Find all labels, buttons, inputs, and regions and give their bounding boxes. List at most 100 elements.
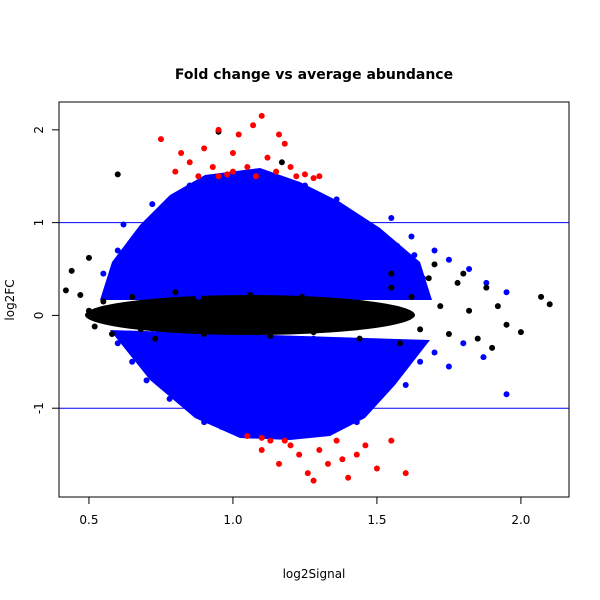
data-point [218,317,225,324]
data-point [244,386,251,393]
data-point [345,298,352,305]
data-point [304,391,311,398]
data-point [316,173,323,180]
data-point [353,219,360,226]
data-point [264,154,271,161]
data-point [503,289,510,296]
data-point [425,275,432,282]
data-point [333,196,340,203]
data-point [186,266,193,273]
data-point [209,163,216,170]
data-point [356,335,363,342]
data-point [250,205,257,212]
data-point [244,228,251,235]
data-point [301,171,308,178]
data-point [178,191,185,198]
y-tick-label: 2 [32,126,46,134]
data-point [333,437,340,444]
data-point [224,340,231,347]
data-point [281,261,288,268]
data-point [296,340,303,347]
data-point [143,377,150,384]
data-point [483,279,490,286]
data-point [503,321,510,328]
data-point [402,382,409,389]
data-point [224,171,231,178]
data-point [273,279,280,286]
data-point [417,358,424,365]
data-point [454,279,461,286]
data-point [244,163,251,170]
x-axis-label: log2Signal [283,567,346,581]
data-point [229,256,236,263]
data-point [143,307,150,314]
data-point [310,477,317,484]
data-point [258,201,265,208]
data-point [388,270,395,277]
y-tick-label: -1 [32,402,46,414]
data-point [388,284,395,291]
data-point [310,329,317,336]
data-point [100,298,107,305]
data-point [299,293,306,300]
data-point [474,335,481,342]
data-point [267,332,274,339]
data-point [62,287,69,294]
data-point [445,256,452,263]
data-point [316,266,323,273]
data-point [388,214,395,221]
data-point [287,319,294,326]
data-point [264,400,271,407]
data-point [186,182,193,189]
data-point [394,344,401,351]
data-point [215,126,222,133]
data-point [273,219,280,226]
data-point [149,330,156,337]
data-point [143,228,150,235]
data-point [258,434,265,441]
data-point [273,168,280,175]
data-point [264,247,271,254]
data-point [186,159,193,166]
data-point [129,293,136,300]
data-point [431,349,438,356]
data-point [345,382,352,389]
data-point [460,270,467,277]
data-point [489,344,496,351]
data-point [192,224,199,231]
data-point [333,405,340,412]
data-point [180,321,187,328]
data-point [353,419,360,426]
data-point [445,330,452,337]
data-point [276,460,283,467]
data-point [408,293,415,300]
data-point [437,303,444,310]
data-point [382,368,389,375]
data-point [316,423,323,430]
data-point [229,177,236,184]
data-point [460,340,467,347]
data-point [209,214,216,221]
data-point [287,163,294,170]
y-tick-label: 0 [32,312,46,320]
data-point [431,261,438,268]
data-point [258,446,265,453]
data-point [546,301,553,308]
data-point [258,112,265,119]
data-point [129,358,136,365]
data-point [229,303,236,310]
data-point [215,238,222,245]
data-point [157,275,164,282]
data-point [201,419,208,426]
data-point [296,451,303,458]
data-point [166,214,173,221]
data-point [494,303,501,310]
data-point [419,275,426,282]
data-point [108,330,115,337]
data-point [215,173,222,180]
data-point [339,456,346,463]
data-point [186,405,193,412]
data-point [276,301,283,308]
data-point [324,363,331,370]
data-point [362,442,369,449]
